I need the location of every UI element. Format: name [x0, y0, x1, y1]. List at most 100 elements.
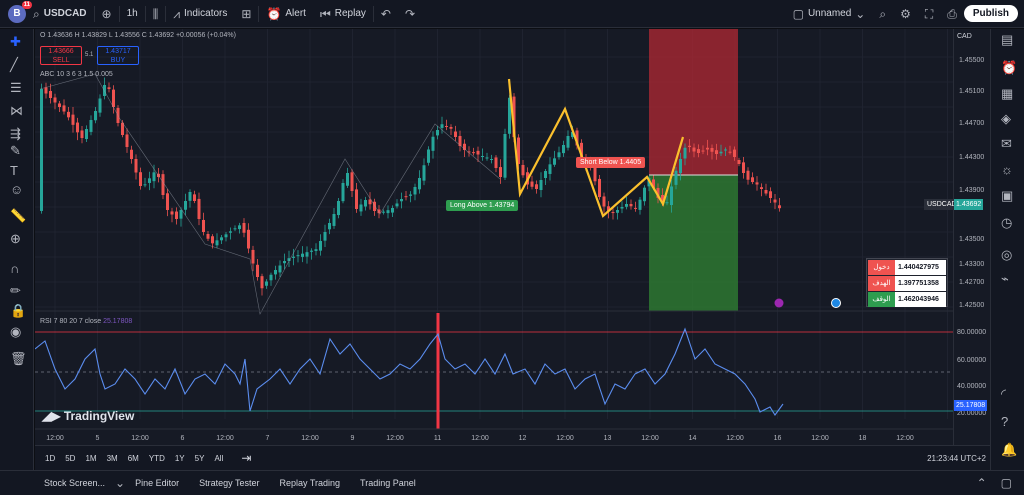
- chart-type-button[interactable]: ⫼: [146, 0, 166, 28]
- event-marker: [774, 298, 784, 308]
- candle-body: [670, 186, 673, 206]
- calendar-icon[interactable]: ▣: [1001, 188, 1014, 203]
- layout-name-button[interactable]: ▢ Unnamed ⌄: [792, 6, 866, 21]
- lock-drawing-icon[interactable]: ✏: [10, 283, 21, 298]
- zoom-icon[interactable]: ⊕: [10, 231, 21, 246]
- compare-button[interactable]: ⊕: [95, 0, 119, 28]
- layouts-button[interactable]: ⊞: [234, 0, 258, 28]
- range-5d[interactable]: 5D: [65, 453, 76, 463]
- maximize-icon[interactable]: ▢: [1000, 476, 1012, 490]
- time-tick: 6: [181, 435, 185, 442]
- price-chart[interactable]: 12:00 5 12:00 6 12:00 7 12:00 9 12:00 11 12:00 12 12…: [34, 29, 953, 445]
- candle-body: [305, 252, 309, 257]
- candle-body: [418, 178, 421, 190]
- candle-body: [710, 147, 714, 152]
- goto-date-icon[interactable]: ⇥: [241, 451, 252, 465]
- tv-logo-icon: ◢▶: [42, 409, 61, 423]
- tab-stock-screener[interactable]: Stock Screen...: [44, 478, 106, 488]
- text-icon[interactable]: T: [10, 163, 18, 178]
- undo-button[interactable]: ↶: [374, 0, 398, 28]
- lock-icon[interactable]: 🔒: [10, 303, 27, 318]
- price-scale[interactable]: CAD 1.45500 1.45100 1.44700 1.44300 1.43900 1…: [953, 29, 990, 445]
- candle-body: [224, 234, 228, 238]
- candle-body: [697, 149, 700, 153]
- magnet-icon[interactable]: ∩: [10, 261, 20, 276]
- rsi-legend[interactable]: RSI 7 80 20 7 close 25.17808: [40, 318, 133, 325]
- replay-button[interactable]: ⏮ Replay: [319, 6, 366, 21]
- brush-icon[interactable]: ✎: [10, 143, 21, 158]
- indicators-button[interactable]: ⩘ Indicators: [173, 6, 228, 21]
- candle-body: [778, 205, 781, 209]
- snapshot-button[interactable]: ⎙: [940, 0, 964, 28]
- time-tick: 12:00: [386, 435, 404, 442]
- range-5y[interactable]: 5Y: [194, 453, 205, 463]
- time-tick: 12:00: [131, 435, 149, 442]
- alerts-icon[interactable]: ⏰: [1001, 60, 1018, 75]
- candle-body: [557, 152, 561, 158]
- chevron-down-icon[interactable]: ⌄: [115, 476, 126, 490]
- candle-body: [134, 158, 138, 173]
- ruler-icon[interactable]: 📏: [10, 208, 27, 223]
- user-avatar[interactable]: B 11: [8, 0, 32, 23]
- abc-indicator-legend[interactable]: ABC 10 3 6 3 1.5 0.005: [40, 71, 113, 78]
- ideas-icon[interactable]: ☼: [1001, 162, 1013, 177]
- trend-line-icon[interactable]: ╱: [10, 57, 18, 72]
- candle-body: [391, 208, 394, 213]
- tab-pine-editor[interactable]: Pine Editor: [135, 478, 180, 488]
- candle-body: [265, 281, 268, 286]
- settings-button[interactable]: ⚙: [893, 0, 918, 28]
- help-icon[interactable]: ?: [1001, 414, 1009, 429]
- candle-body: [143, 184, 147, 186]
- time-tick: 13: [604, 435, 612, 442]
- quick-search-button[interactable]: ⌕: [872, 0, 893, 28]
- stream-icon[interactable]: ◜: [1001, 386, 1007, 401]
- emoji-icon[interactable]: ☺: [10, 182, 24, 197]
- candle-body: [148, 178, 151, 183]
- forecast-icon[interactable]: ⇶: [10, 126, 21, 141]
- fullscreen-button[interactable]: ⛶: [918, 0, 940, 28]
- range-all[interactable]: All: [214, 453, 224, 463]
- sell-button[interactable]: 1.43666 SELL: [40, 46, 82, 65]
- notifications-icon[interactable]: 🔔: [1001, 442, 1018, 457]
- pulse-icon[interactable]: ⌁: [1001, 271, 1009, 286]
- long-above-label[interactable]: Long Above 1.43794: [446, 200, 519, 211]
- eye-icon[interactable]: ◉: [10, 324, 22, 339]
- range-1m[interactable]: 1M: [85, 453, 97, 463]
- chart-area[interactable]: 12:00 5 12:00 6 12:00 7 12:00 9 12:00 11 12:00 12 12…: [34, 29, 953, 445]
- short-below-label[interactable]: Short Below 1.4405: [576, 157, 646, 168]
- hotlist-icon[interactable]: ◷: [1001, 215, 1013, 230]
- range-6m[interactable]: 6M: [127, 453, 139, 463]
- candle-body: [161, 174, 165, 195]
- redo-button[interactable]: ↷: [398, 0, 422, 28]
- fib-icon[interactable]: ☰: [10, 80, 22, 95]
- tab-strategy-tester[interactable]: Strategy Tester: [199, 478, 260, 488]
- layers-icon[interactable]: ◈: [1001, 111, 1011, 126]
- clock[interactable]: 21:23:44 UTC+2: [927, 453, 986, 463]
- range-1y[interactable]: 1Y: [174, 453, 185, 463]
- range-ytd[interactable]: YTD: [148, 453, 165, 463]
- range-bar: 1D 5D 1M 3M 6M YTD 1Y 5Y All ⇥ 21:23:44 …: [35, 445, 990, 470]
- candle-body: [661, 195, 664, 202]
- interval-button[interactable]: 1h: [126, 8, 138, 19]
- crosshair-icon[interactable]: ✚: [10, 34, 21, 49]
- tab-replay-trading[interactable]: Replay Trading: [279, 478, 341, 488]
- range-3m[interactable]: 3M: [106, 453, 118, 463]
- target-icon[interactable]: ◎: [1001, 247, 1013, 262]
- object-tree-icon[interactable]: ▦: [1001, 86, 1014, 101]
- symbol-search[interactable]: ⌕ USDCAD: [26, 0, 94, 28]
- candle-body: [472, 152, 475, 154]
- alert-button[interactable]: ⏰ Alert: [266, 6, 306, 21]
- pattern-icon[interactable]: ⋈: [10, 103, 23, 118]
- range-1d[interactable]: 1D: [45, 453, 56, 463]
- tab-trading-panel[interactable]: Trading Panel: [360, 478, 416, 488]
- publish-button[interactable]: Publish: [963, 5, 1018, 22]
- candle-body: [364, 200, 367, 207]
- chevron-up-icon[interactable]: ⌃: [976, 476, 987, 490]
- candle-body: [553, 158, 556, 165]
- trash-icon[interactable]: 🗑: [10, 351, 27, 366]
- chat-icon[interactable]: ✉: [1001, 136, 1012, 151]
- buy-button[interactable]: 1.43717 BUY: [97, 46, 139, 65]
- currency-label[interactable]: CAD: [957, 33, 972, 40]
- candle-body: [508, 97, 511, 134]
- watchlist-icon[interactable]: ▤: [1001, 32, 1014, 47]
